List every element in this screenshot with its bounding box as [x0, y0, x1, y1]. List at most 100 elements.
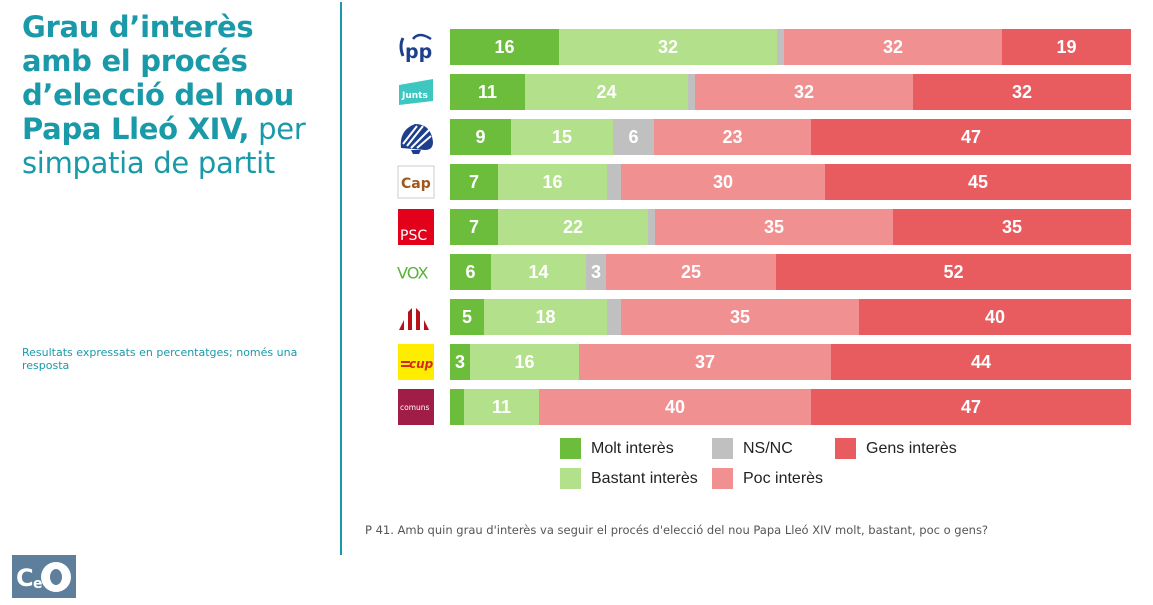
legend-item-nsnc: NS/NC	[712, 438, 793, 459]
bar-segment-molt-inter-s: 7	[450, 164, 498, 200]
bar-value-label: 14	[528, 261, 549, 282]
bar-segment-bastant-inter-s: 24	[525, 74, 688, 110]
svg-text:Junts: Junts	[401, 91, 428, 101]
svg-text:VOX: VOX	[397, 264, 429, 283]
bar-value-label: 32	[882, 36, 904, 57]
vox-logo: VOX	[397, 255, 435, 289]
legend-label: Poc interès	[743, 469, 824, 487]
bar-value-label: 7	[468, 216, 479, 237]
page-title: Grau d’interès amb el procés d’elecció d…	[22, 10, 322, 180]
bar-segment-ns-nc	[607, 164, 621, 200]
erc-logo	[397, 300, 435, 334]
bar-segment-ns-nc: 3	[586, 254, 606, 290]
bar-value-label: 16	[514, 351, 535, 372]
svg-text:comuns: comuns	[400, 403, 430, 412]
bar-segment-molt-inter-s: 6	[450, 254, 491, 290]
title-line: Grau d’interès	[22, 10, 254, 44]
bar-value-label: 16	[494, 36, 515, 57]
legend-label: Gens interès	[866, 439, 957, 457]
results-note: Resultats expressats en percentatges; no…	[22, 346, 298, 372]
comuns-logo: comuns	[397, 389, 435, 425]
bar-segment-gens-inter-s: 32	[913, 74, 1131, 110]
bar-value-label: 45	[967, 171, 989, 192]
bar-row-comuns: 11 40 47	[450, 389, 1131, 425]
bar-segment-poc-inter-s: 25	[606, 254, 776, 290]
vertical-divider	[340, 2, 342, 555]
bar-value-label: 3	[454, 351, 465, 372]
legend-swatch	[835, 438, 856, 459]
legend-label: Molt interès	[591, 439, 674, 457]
bar-segment-poc-inter-s: 40	[539, 389, 811, 425]
bar-segment-ns-nc	[777, 29, 784, 65]
junts-logo-icon: Junts	[399, 79, 433, 105]
bar-value-label: 32	[793, 81, 815, 102]
bar-segment-ns-nc	[648, 209, 655, 245]
bar-segment-gens-inter-s: 35	[893, 209, 1131, 245]
question-footnote: P 41. Amb quin grau d'interès va seguir …	[365, 523, 989, 537]
bar-value-label: 5	[461, 306, 472, 327]
pp-logo-icon: pp	[399, 33, 432, 62]
bar-segment-molt-inter-s: 5	[450, 299, 484, 335]
psc-logo-icon: PSC	[398, 209, 434, 245]
alianca-catalana-logo-icon	[400, 124, 433, 154]
legend-item-poc: Poc interès	[712, 468, 823, 489]
bar-segment-poc-inter-s: 23	[654, 119, 811, 155]
svg-text:PSC: PSC	[400, 228, 427, 244]
bar-segment-bastant-inter-s: 16	[470, 344, 579, 380]
comuns-logo-icon: comuns	[398, 389, 434, 425]
bar-value-label: 35	[1001, 216, 1023, 237]
cap-logo-icon: Cap	[397, 165, 435, 199]
erc-logo-icon	[399, 308, 429, 330]
bar-value-label: 22	[562, 216, 584, 237]
vox-logo-icon: VOX	[397, 264, 429, 283]
legend-swatch	[712, 438, 733, 459]
legend-item-molt: Molt interès	[560, 438, 674, 459]
bar-value-label: 44	[970, 351, 992, 372]
bar-segment-poc-inter-s: 30	[621, 164, 825, 200]
bar-value-label: 40	[984, 306, 1006, 327]
bar-value-label: 35	[729, 306, 751, 327]
bar-segment-gens-inter-s: 47	[811, 119, 1131, 155]
svg-text:C: C	[16, 564, 34, 592]
bar-row-psc: 7 22 35 35	[450, 209, 1131, 245]
bar-segment-ns-nc: 6	[613, 119, 654, 155]
bar-segment-gens-inter-s: 52	[776, 254, 1131, 290]
bar-row-pp: 16 32 32 19	[450, 29, 1131, 65]
bar-row-junts: 11 24 32 32	[450, 74, 1131, 110]
legend-item-bastant: Bastant interès	[560, 468, 698, 489]
bar-segment-gens-inter-s: 19	[1002, 29, 1131, 65]
bar-value-label: 7	[468, 171, 479, 192]
bar-value-label: 11	[491, 396, 512, 417]
bar-row-erc: 5 18 35 40	[450, 299, 1131, 335]
bar-segment-gens-inter-s: 45	[825, 164, 1131, 200]
bar-value-label: 15	[551, 126, 573, 147]
legend-label: Bastant interès	[591, 469, 698, 487]
svg-text:e: e	[33, 576, 43, 592]
psc-logo: PSC	[397, 209, 435, 245]
bar-value-label: 47	[960, 126, 982, 147]
legend-label: NS/NC	[743, 439, 793, 457]
bar-segment-bastant-inter-s: 22	[498, 209, 648, 245]
bar-value-label: 40	[664, 396, 686, 417]
bar-segment-gens-inter-s: 40	[859, 299, 1131, 335]
bar-value-label: 32	[1011, 81, 1033, 102]
bar-value-label: 35	[763, 216, 785, 237]
legend-swatch	[560, 468, 581, 489]
chart-legend: Molt interès NS/NC Gens interès Bastant …	[560, 438, 1020, 498]
bar-row-cup: 3 16 37 44	[450, 344, 1131, 380]
bar-row-alian-a-catalana: 9 15 6 23 47	[450, 119, 1131, 155]
bar-value-label: 11	[477, 81, 498, 102]
bar-row-cap: 7 16 30 45	[450, 164, 1131, 200]
bar-value-label: 6	[628, 126, 639, 147]
bar-segment-bastant-inter-s: 14	[491, 254, 586, 290]
legend-item-gens: Gens interès	[835, 438, 957, 459]
bar-value-label: 30	[712, 171, 734, 192]
title-line: Papa Lleó XIV, per	[22, 112, 306, 146]
bar-value-label: 52	[943, 261, 964, 282]
pp-logo: pp	[397, 30, 435, 64]
bar-segment-gens-inter-s: 47	[811, 389, 1131, 425]
cup-logo-icon: cup	[398, 344, 434, 380]
bar-segment-bastant-inter-s: 11	[464, 389, 539, 425]
cup-logo: cup	[397, 344, 435, 380]
